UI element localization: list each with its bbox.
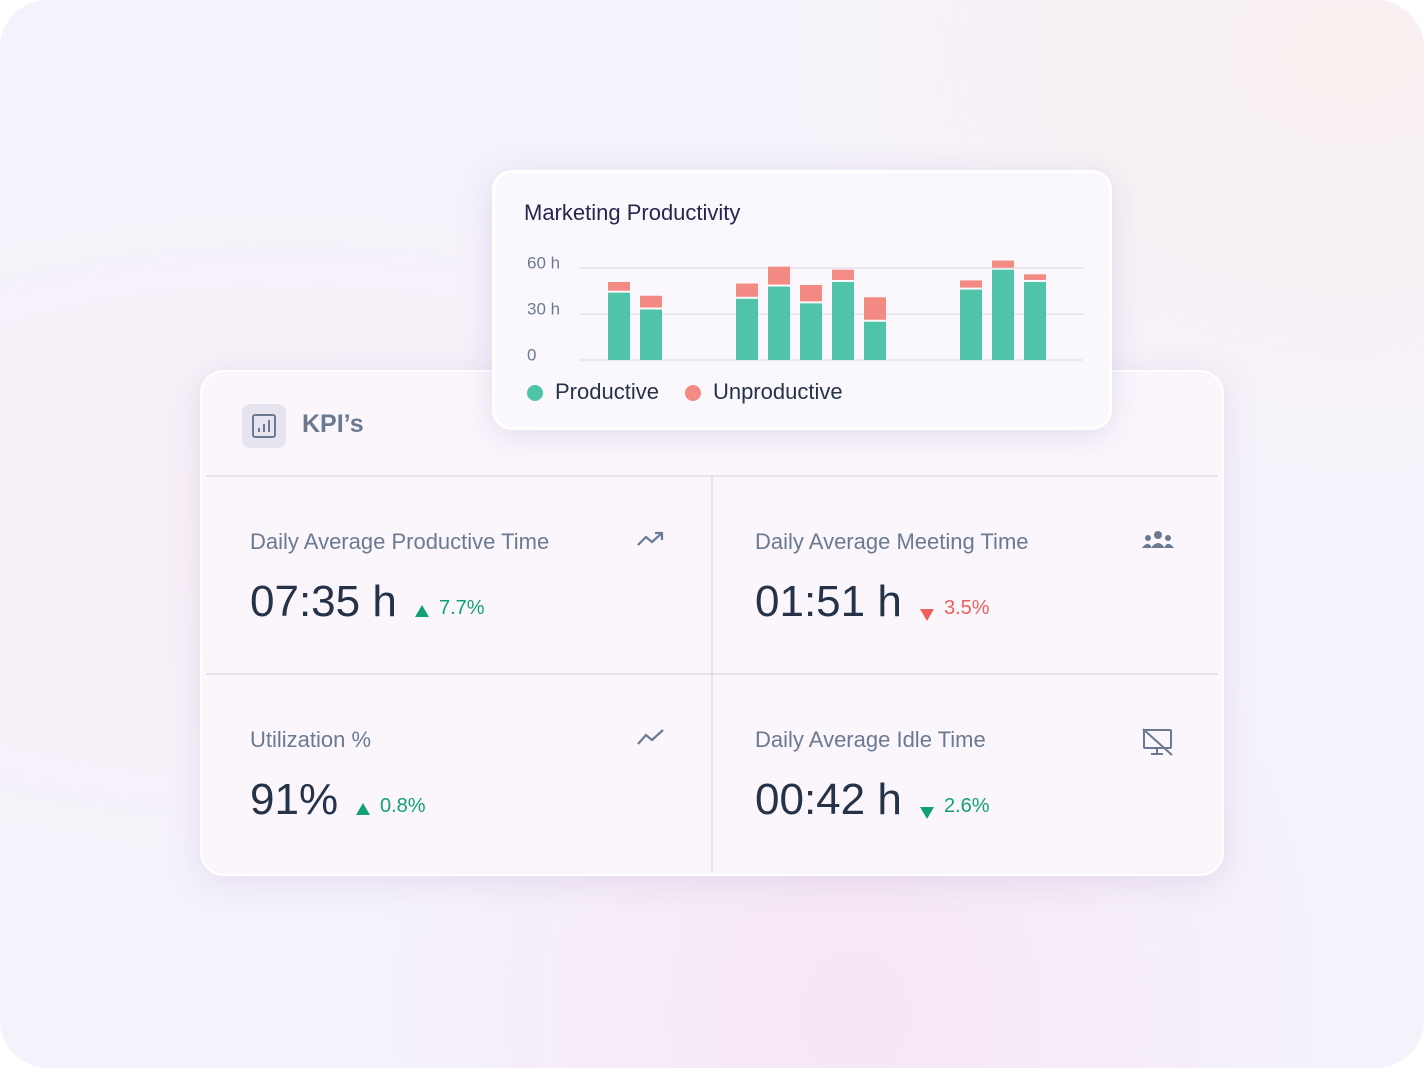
y-tick-label: 30 h (527, 300, 560, 319)
kpi-title: KPI’s (302, 410, 364, 438)
bar-segment (608, 281, 630, 291)
trend-icon (637, 531, 664, 546)
kpi-panel: KPI’s Daily Average Productive Time 07:3… (200, 370, 1224, 876)
line-icon (637, 729, 664, 745)
bar-segment (800, 285, 822, 302)
bar-segment (832, 269, 854, 280)
bar-segment (736, 283, 758, 297)
bar-segment (832, 281, 854, 360)
bar-segment (640, 309, 662, 360)
kpi-card: Utilization % 91% 0.8% (208, 675, 713, 871)
kpi-label: Daily Average Meeting Time (755, 529, 1029, 554)
bar-segment (1024, 274, 1046, 280)
kpi-label: Daily Average Idle Time (755, 727, 986, 752)
y-tick-label: 0 (527, 345, 536, 364)
trend-arrow (415, 605, 429, 617)
bar-segment (800, 303, 822, 360)
bar-segment (864, 297, 886, 320)
bar-segment (864, 321, 886, 360)
kpi-card: Daily Average Meeting Time 01:51 h 3.5% (713, 477, 1218, 673)
kpi-change: 3.5% (944, 597, 990, 619)
bar-segment (1024, 281, 1046, 360)
trend-arrow (920, 609, 934, 621)
kpi-value: 07:35 h (250, 577, 397, 626)
kpi-card: Daily Average Productive Time 07:35 h 7.… (208, 477, 713, 673)
kpi-value: 00:42 h (755, 775, 902, 824)
chart: Marketing Productivity 0 30 h 60 h Producti… (524, 200, 1083, 404)
trend-arrow (356, 803, 370, 815)
kpi-icon (242, 404, 286, 448)
chart-card: Marketing Productivity 0 30 h 60 h Producti… (492, 170, 1112, 430)
trend-arrow (920, 807, 934, 819)
bar-segment (640, 295, 662, 308)
meeting-icon (1142, 531, 1174, 548)
divider (206, 475, 1218, 477)
kpi-change: 2.6% (944, 795, 990, 817)
bar-segment (736, 298, 758, 360)
bar-segment (960, 280, 982, 288)
kpi-label: Daily Average Productive Time (250, 529, 550, 554)
legend-label: Productive (555, 379, 659, 404)
legend-label: Unproductive (713, 379, 843, 404)
legend-marker (684, 385, 701, 401)
bar-segment (960, 289, 982, 360)
bar-segment (768, 286, 790, 360)
idle-icon (1142, 728, 1173, 756)
y-tick-label: 60 h (527, 254, 560, 273)
kpi-value: 01:51 h (755, 577, 902, 626)
divider (711, 477, 713, 872)
kpi-change: 0.8% (380, 795, 426, 817)
chart-title: Marketing Productivity (524, 200, 740, 225)
bar-segment (768, 266, 790, 285)
kpi-change: 7.7% (439, 597, 485, 619)
bar-segment (992, 269, 1014, 360)
legend-marker (527, 385, 543, 401)
icon (252, 414, 276, 438)
bar-segment (992, 260, 1014, 268)
kpi-card: Daily Average Idle Time 00:42 h 2.6% (713, 675, 1218, 871)
kpi-value: 91% (250, 775, 339, 824)
kpi-label: Utilization % (250, 727, 372, 752)
bar-segment (608, 292, 630, 360)
